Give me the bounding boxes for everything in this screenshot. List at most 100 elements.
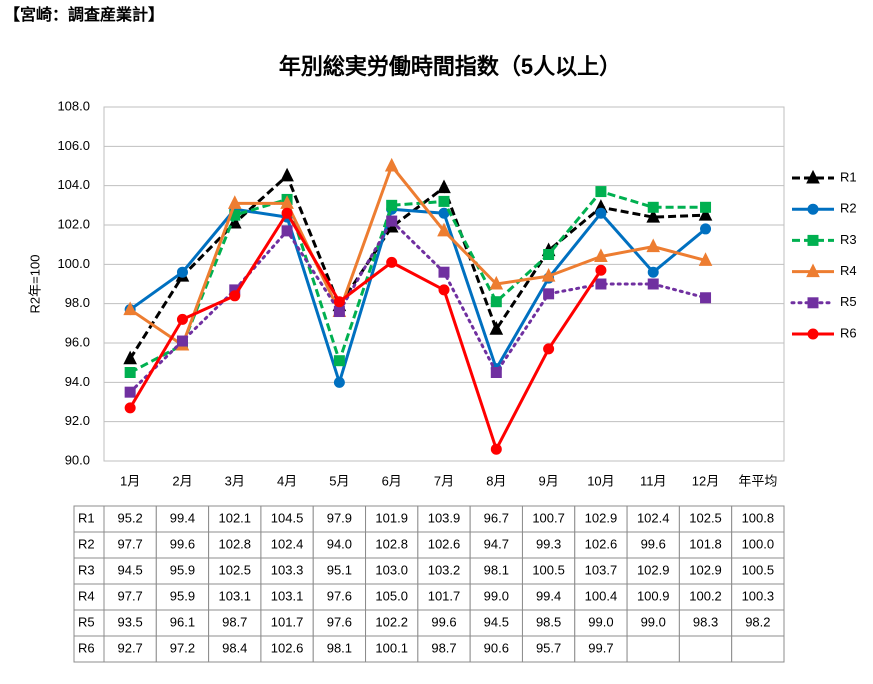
series-line — [129, 190, 706, 374]
table-cell — [73, 557, 105, 585]
table-value: 100.2 — [689, 588, 722, 603]
table-value: 100.9 — [637, 588, 670, 603]
table-value: 97.6 — [327, 588, 352, 603]
chart-title: 年別総実労働時間指数（5人以上） — [279, 54, 621, 79]
data-point — [489, 275, 504, 290]
table-value: 100.4 — [585, 588, 618, 603]
table-value: 102.9 — [585, 510, 618, 525]
data-point — [384, 157, 399, 172]
table-value: 94.5 — [484, 614, 509, 629]
row-label: R4 — [78, 588, 95, 603]
table-value: 97.2 — [170, 640, 195, 655]
table-cell — [574, 531, 628, 559]
data-point — [543, 288, 555, 300]
legend-label: R3 — [840, 232, 857, 247]
table-cell — [417, 635, 471, 663]
legend-label: R6 — [840, 325, 857, 340]
y-axis-label: R2年=100 — [27, 255, 42, 314]
table-value: 102.4 — [271, 536, 304, 551]
table-cell — [312, 505, 367, 533]
data-point — [333, 296, 345, 308]
data-point — [489, 321, 504, 335]
data-point — [229, 290, 241, 302]
data-point — [386, 256, 398, 268]
table-value: 99.0 — [641, 614, 666, 629]
series-line — [128, 219, 708, 394]
table-value: 102.6 — [271, 640, 304, 655]
data-point — [333, 376, 345, 388]
table-value: 100.1 — [375, 640, 408, 655]
y-tick-label: 94.0 — [65, 374, 90, 389]
table-value: 103.0 — [375, 562, 408, 577]
legend-marker — [807, 203, 819, 215]
table-value: 101.8 — [689, 536, 722, 551]
table-value: 92.7 — [117, 640, 142, 655]
table-cell — [731, 609, 785, 637]
legend-marker — [807, 328, 819, 340]
x-tick-label: 3月 — [225, 473, 245, 488]
table-value: 103.9 — [428, 510, 461, 525]
x-tick-label: 7月 — [434, 473, 454, 488]
table-value: 95.7 — [536, 640, 561, 655]
legend-label: R1 — [840, 169, 857, 184]
table-value: 99.0 — [484, 588, 509, 603]
table-value: 102.5 — [689, 510, 722, 525]
x-tick-label: 1月 — [120, 473, 140, 488]
table-cell — [469, 531, 523, 559]
data-point — [123, 350, 137, 365]
table-cell — [260, 531, 314, 559]
data-point — [541, 268, 556, 282]
data-point — [386, 215, 398, 227]
table-value: 105.0 — [375, 588, 408, 603]
data-point — [333, 306, 345, 318]
table-value: 95.9 — [170, 588, 195, 603]
table-value: 99.6 — [641, 536, 666, 551]
table-value: 97.9 — [327, 510, 352, 525]
table-cell — [103, 635, 157, 663]
table-value: 97.7 — [117, 536, 142, 551]
x-tick-label: 6月 — [382, 473, 402, 488]
data-point — [647, 278, 659, 290]
table-value: 102.9 — [689, 562, 722, 577]
y-tick-label: 96.0 — [65, 334, 90, 349]
table-value: 102.8 — [218, 536, 251, 551]
table-value: 99.4 — [170, 510, 195, 525]
table-value: 100.3 — [742, 588, 775, 603]
data-point — [176, 313, 188, 325]
table-value: 103.1 — [271, 588, 304, 603]
legend-label: R4 — [840, 263, 857, 278]
table-cell — [73, 505, 105, 533]
y-tick-label: 108.0 — [57, 98, 90, 113]
table-cell — [155, 583, 210, 611]
table-cell — [469, 609, 523, 637]
data-point — [595, 186, 607, 198]
table-value: 99.6 — [431, 614, 456, 629]
data-point — [227, 195, 242, 209]
data-point — [698, 252, 713, 266]
x-tick-label: 4月 — [277, 473, 297, 488]
y-tick-label: 104.0 — [57, 177, 90, 192]
table-value: 94.5 — [117, 562, 142, 577]
table-cell — [731, 505, 785, 533]
table-cell — [731, 557, 785, 585]
table-value: 99.3 — [536, 536, 561, 551]
data-point — [281, 207, 293, 219]
table-value: 102.2 — [375, 614, 408, 629]
table-value: 100.8 — [742, 510, 775, 525]
table-value: 94.7 — [484, 536, 509, 551]
table-cell — [574, 583, 628, 611]
table-value: 103.1 — [218, 588, 251, 603]
table-value: 101.7 — [271, 614, 304, 629]
table-cell — [208, 557, 262, 585]
table-value: 98.1 — [327, 640, 352, 655]
table-value: 101.9 — [375, 510, 408, 525]
table-cell — [155, 609, 210, 637]
data-point — [594, 248, 608, 262]
x-tick-label: 2月 — [172, 473, 192, 488]
data-point — [543, 343, 555, 355]
table-cell — [103, 557, 157, 585]
data-point — [437, 179, 451, 194]
y-tick-label: 100.0 — [57, 256, 90, 271]
y-tick-label: 98.0 — [65, 295, 90, 310]
